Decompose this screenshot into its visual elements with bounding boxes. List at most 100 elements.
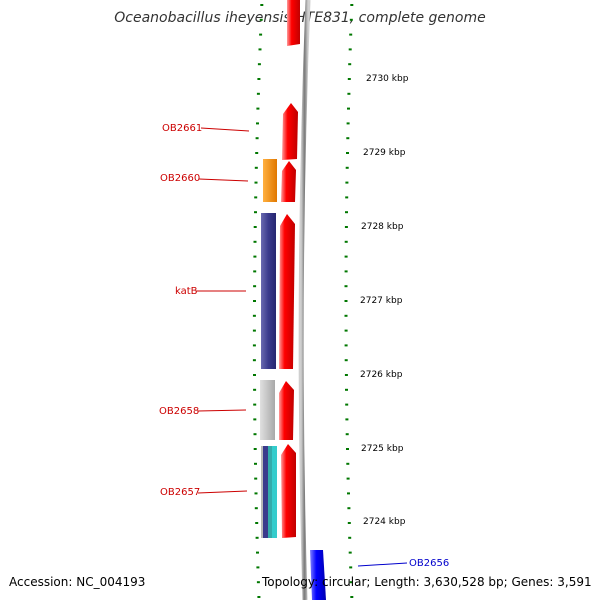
genome-summary-text: Topology: circular; Length: 3,630,528 bp… (262, 575, 592, 589)
scale-label: 2730 kbp (366, 74, 409, 84)
tick-mark (258, 48, 262, 51)
tick-mark (252, 359, 256, 362)
cds-arrow-katb (279, 214, 295, 369)
tick-mark (344, 285, 348, 288)
tick-mark (344, 374, 348, 376)
tick-mark (253, 418, 257, 421)
tick-mark (344, 226, 348, 228)
leader-line-ob2657 (197, 490, 248, 494)
tick-mark (348, 48, 352, 51)
scale-label: 2725 kbp (361, 444, 404, 454)
tick-mark (254, 181, 258, 184)
tick-mark (348, 63, 352, 66)
tick-mark (345, 196, 349, 199)
cog-box-ob2658 (260, 380, 275, 440)
tick-mark (253, 255, 257, 258)
cds-arrow-ob2660 (281, 161, 296, 202)
outer-tick-ring (344, 4, 354, 598)
tick-mark (252, 314, 256, 317)
tick-mark (344, 359, 348, 362)
cds-arrow-ob2658 (279, 381, 294, 440)
tick-mark (254, 462, 257, 465)
tick-mark (346, 122, 350, 125)
tick-mark (253, 448, 257, 450)
tick-mark (344, 329, 348, 332)
tick-mark (344, 255, 348, 258)
tick-mark (260, 4, 264, 6)
tick-mark (253, 433, 257, 436)
tick-mark (254, 492, 258, 495)
tick-mark (344, 314, 348, 317)
gene-label-ob2656[interactable]: OB2656 (409, 558, 449, 569)
tick-mark (345, 388, 348, 391)
gene-label-katb[interactable]: katB (175, 286, 198, 297)
tick-mark (347, 92, 351, 95)
tick-mark (346, 462, 350, 465)
tick-mark (253, 285, 257, 288)
tick-mark (255, 522, 259, 524)
tick-mark (345, 433, 349, 436)
scale-label: 2726 kbp (360, 370, 403, 380)
scale-label: 2728 kbp (361, 222, 404, 232)
gene-label-ob2657[interactable]: OB2657 (160, 487, 200, 498)
leader-line-ob2660 (198, 178, 249, 182)
tick-mark (253, 270, 257, 273)
tick-mark (259, 18, 263, 21)
tick-mark (348, 551, 352, 554)
tick-mark (257, 78, 261, 80)
tick-mark (344, 300, 348, 302)
tick-mark (347, 507, 351, 510)
tick-mark (347, 107, 350, 110)
tick-mark (346, 137, 350, 140)
tick-mark (350, 596, 354, 598)
tick-mark (345, 418, 349, 421)
tick-mark (254, 211, 257, 214)
tick-mark (256, 92, 260, 95)
tick-mark (252, 344, 256, 347)
tick-mark (349, 33, 353, 36)
accession-text: Accession: NC_004193 (9, 575, 146, 589)
tick-mark (256, 566, 260, 569)
tick-mark (255, 137, 259, 140)
tick-mark (255, 152, 259, 154)
leader-line-ob2658 (197, 409, 247, 412)
tick-mark (253, 226, 257, 228)
tick-mark (253, 403, 257, 406)
gene-label-ob2658[interactable]: OB2658 (159, 406, 199, 417)
cds-arrow-ob2657 (281, 444, 296, 538)
tick-mark (253, 388, 257, 391)
tick-mark (344, 240, 348, 243)
tick-mark (344, 270, 348, 273)
tick-mark (257, 63, 261, 66)
tick-mark (345, 166, 349, 169)
tick-mark (344, 344, 348, 347)
tick-mark (346, 448, 349, 450)
tick-mark (346, 477, 350, 480)
tick-mark (347, 522, 351, 524)
tick-mark (253, 240, 257, 243)
leader-line-ob2661 (200, 127, 250, 132)
tick-mark (253, 300, 256, 302)
tick-mark (254, 507, 258, 510)
tick-mark (254, 477, 258, 480)
tick-mark (254, 166, 258, 169)
tick-mark (256, 551, 259, 554)
cog-box-ob2660 (263, 159, 277, 202)
cog-box-katb (261, 213, 276, 369)
cds-arrow-ob2656 (310, 550, 326, 600)
leader-line-ob2656 (357, 562, 408, 567)
tick-mark (256, 581, 260, 584)
tick-mark (345, 181, 349, 184)
tick-mark (253, 374, 256, 376)
genome-backbone (298, 0, 311, 600)
tick-mark (256, 107, 260, 110)
cds-arrow-top (287, 0, 300, 46)
tick-mark (256, 122, 259, 125)
tick-mark (347, 492, 350, 495)
gene-label-ob2661[interactable]: OB2661 (162, 123, 202, 134)
tick-mark (345, 403, 349, 406)
tick-mark (345, 211, 348, 214)
gene-label-ob2660[interactable]: OB2660 (160, 173, 200, 184)
tick-mark (348, 536, 352, 539)
